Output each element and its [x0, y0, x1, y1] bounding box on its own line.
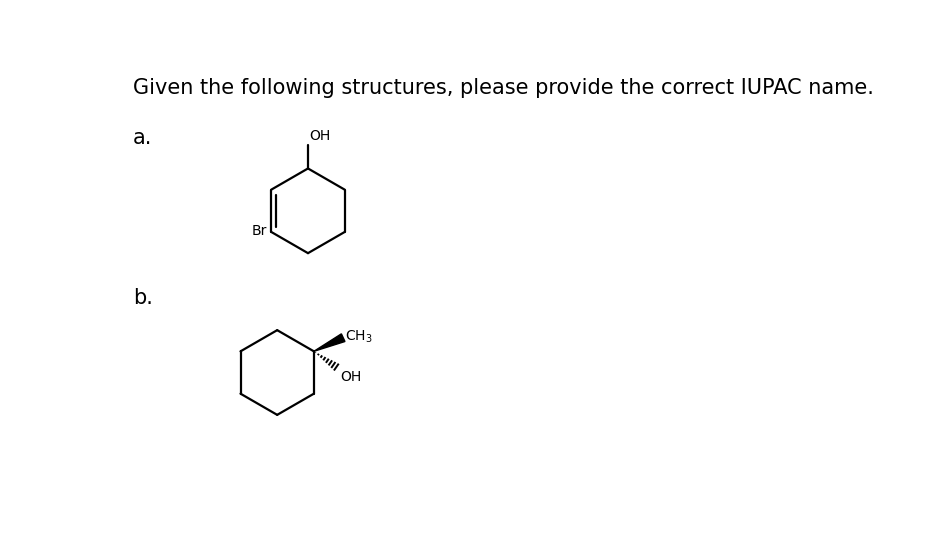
Text: Given the following structures, please provide the correct IUPAC name.: Given the following structures, please p…	[133, 78, 874, 97]
Text: a.: a.	[133, 128, 153, 149]
Text: OH: OH	[309, 129, 330, 143]
Text: CH$_3$: CH$_3$	[345, 329, 373, 345]
Text: Br: Br	[252, 224, 267, 238]
Polygon shape	[314, 334, 345, 351]
Text: b.: b.	[133, 288, 154, 308]
Text: OH: OH	[340, 370, 361, 385]
